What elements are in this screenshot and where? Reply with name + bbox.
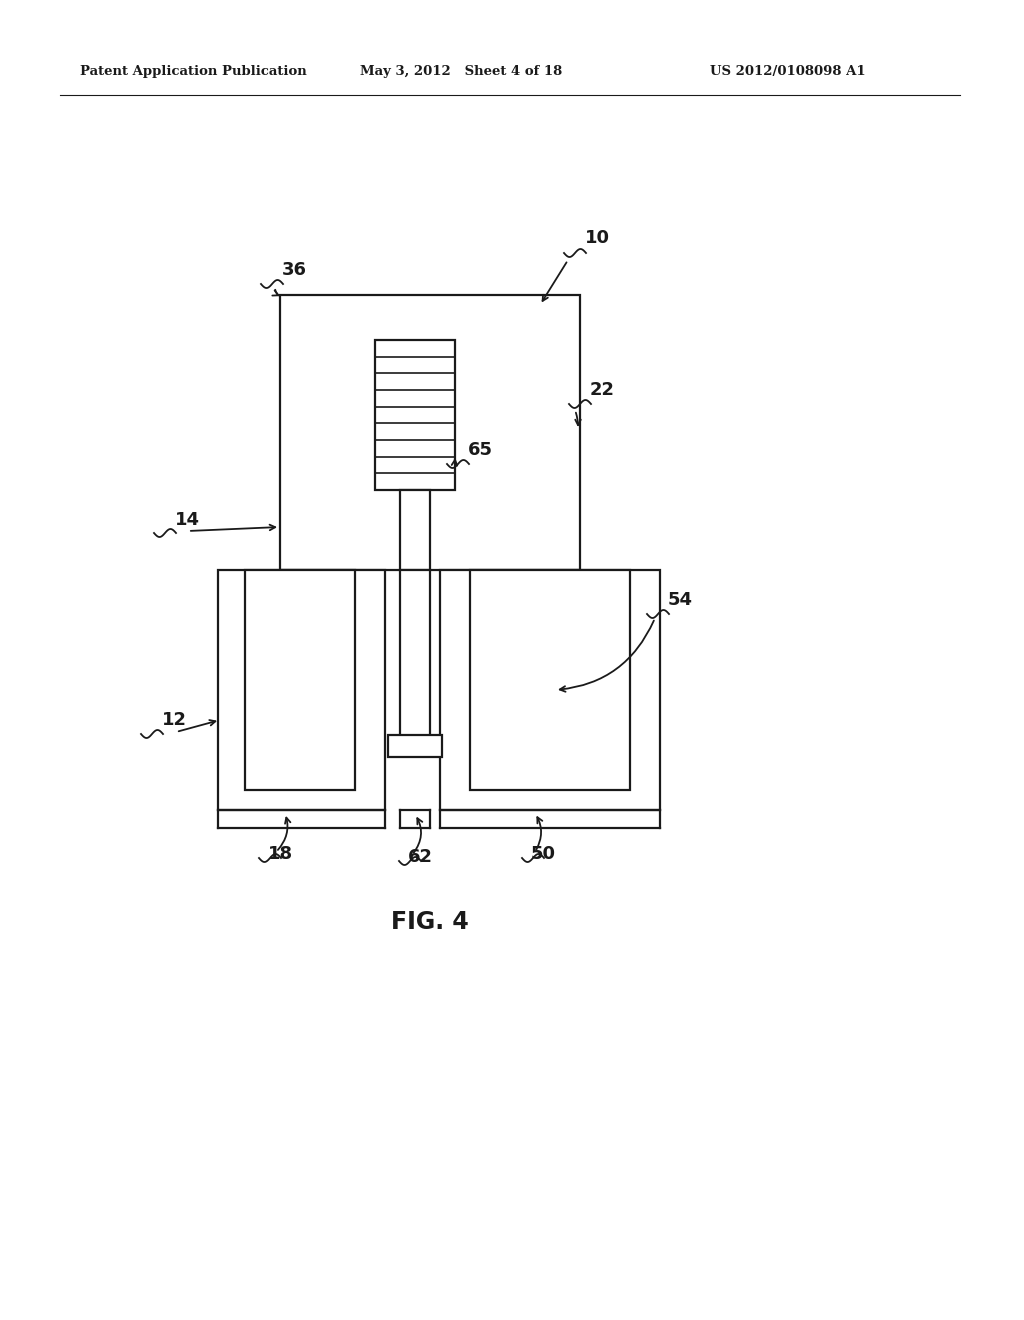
Bar [245, 570, 355, 789]
Text: May 3, 2012   Sheet 4 of 18: May 3, 2012 Sheet 4 of 18 [360, 66, 562, 78]
Bar [218, 570, 385, 810]
Text: 10: 10 [585, 228, 610, 247]
Bar [400, 490, 430, 570]
Bar [440, 570, 660, 810]
Text: 36: 36 [282, 261, 307, 279]
Bar [470, 570, 630, 789]
Text: US 2012/0108098 A1: US 2012/0108098 A1 [710, 66, 865, 78]
Text: 22: 22 [590, 381, 615, 399]
Text: Patent Application Publication: Patent Application Publication [80, 66, 307, 78]
Bar [280, 294, 580, 570]
Text: 18: 18 [267, 845, 293, 863]
Text: FIG. 4: FIG. 4 [391, 909, 469, 935]
Bar [400, 570, 430, 741]
Text: 50: 50 [530, 845, 555, 863]
Text: 14: 14 [175, 511, 200, 529]
Text: 62: 62 [408, 847, 432, 866]
Bar [388, 735, 442, 756]
Text: 54: 54 [668, 591, 693, 609]
Bar [375, 341, 455, 490]
Text: 12: 12 [162, 711, 187, 729]
Text: 65: 65 [468, 441, 493, 459]
